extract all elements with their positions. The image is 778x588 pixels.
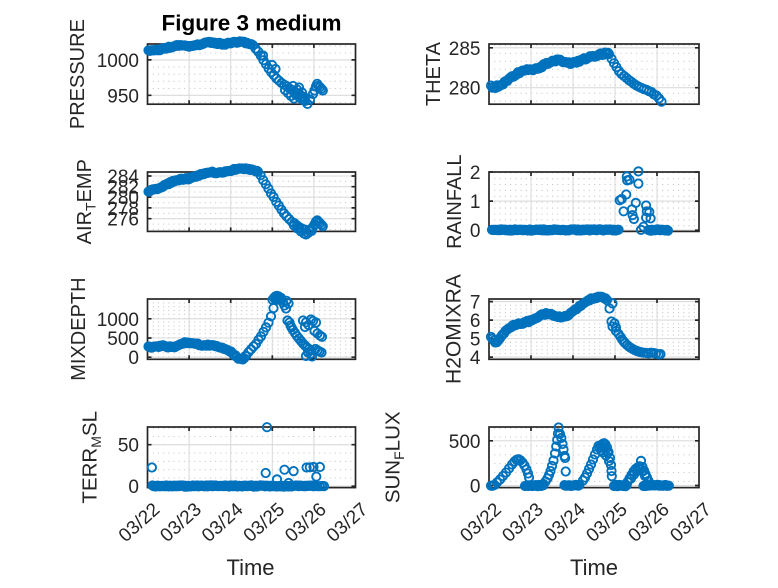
svg-text:1000: 1000: [97, 51, 139, 72]
svg-text:500: 500: [107, 329, 139, 350]
svg-text:282: 282: [107, 178, 139, 199]
svg-text:950: 950: [107, 86, 139, 107]
svg-text:0: 0: [470, 221, 481, 242]
svg-text:Time: Time: [226, 555, 274, 580]
svg-text:5: 5: [470, 330, 481, 351]
svg-text:500: 500: [449, 432, 481, 453]
svg-text:50: 50: [118, 436, 139, 457]
svg-text:TERRMSL: TERRMSL: [79, 411, 105, 504]
svg-text:7: 7: [470, 293, 481, 314]
svg-text:0: 0: [128, 348, 139, 369]
svg-text:0: 0: [128, 477, 139, 498]
svg-text:H2OMIXRA: H2OMIXRA: [443, 274, 466, 384]
svg-text:4: 4: [470, 348, 481, 369]
svg-text:280: 280: [107, 188, 139, 209]
svg-text:Figure 3 medium: Figure 3 medium: [161, 11, 341, 36]
svg-text:2: 2: [470, 163, 481, 184]
svg-text:276: 276: [107, 210, 139, 231]
svg-text:THETA: THETA: [423, 41, 445, 106]
svg-text:MIXDEPTH: MIXDEPTH: [68, 277, 90, 380]
svg-text:PRESSURE: PRESSURE: [67, 19, 89, 129]
svg-text:278: 278: [107, 199, 139, 220]
svg-text:285: 285: [449, 39, 481, 60]
svg-text:RAINFALL: RAINFALL: [444, 154, 466, 248]
svg-text:Time: Time: [570, 555, 618, 580]
svg-text:1000: 1000: [97, 310, 139, 331]
svg-text:284: 284: [107, 167, 139, 188]
svg-text:280: 280: [449, 79, 481, 100]
svg-text:0: 0: [470, 477, 481, 498]
svg-text:6: 6: [470, 311, 481, 332]
svg-text:1: 1: [470, 192, 481, 213]
svg-text:AIRTEMP: AIRTEMP: [74, 159, 99, 244]
